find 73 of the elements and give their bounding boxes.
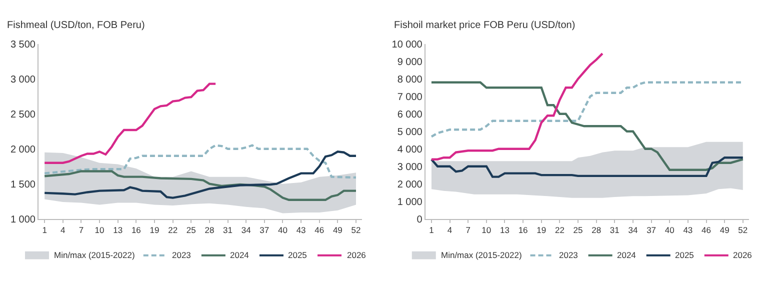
y-tick-label: 8 000: [397, 74, 423, 86]
chart-title: Fishmeal (USD/ton, FOB Peru): [7, 20, 145, 31]
x-tick-label: 7: [78, 225, 84, 235]
y-tick-label: 2 500: [10, 109, 36, 120]
x-tick-label: 19: [150, 225, 160, 235]
legend-label: 2025: [288, 250, 308, 260]
x-tick-label: 40: [664, 225, 675, 235]
chart-title: Fishoil market price FOB Peru (USD/ton): [394, 20, 576, 31]
x-tick-label: 4: [60, 225, 66, 235]
y-tick-label: 0: [416, 214, 423, 226]
x-tick-label: 31: [610, 225, 620, 235]
y-tick-label: 1 500: [10, 179, 36, 190]
legend-label: 2026: [733, 250, 752, 260]
x-tick-label: 49: [332, 225, 343, 235]
x-tick-label: 46: [314, 225, 324, 235]
y-tick-label: 9 000: [397, 56, 423, 68]
legend-label: 2023: [172, 250, 192, 260]
legend-label: 2024: [617, 250, 636, 260]
x-tick-label: 52: [738, 225, 748, 235]
legend-label: 2023: [559, 250, 578, 260]
x-tick-label: 25: [186, 225, 196, 235]
y-tick-label: 3 000: [397, 162, 423, 173]
x-tick-label: 43: [683, 225, 693, 235]
line-series: [430, 81, 744, 171]
line-series: [430, 156, 744, 178]
x-tick-label: 22: [554, 225, 565, 235]
x-tick-label: 1: [42, 225, 48, 235]
y-tick-label: 1 000: [397, 196, 423, 208]
x-tick-label: 37: [646, 225, 656, 235]
y-tick-label: 2 000: [397, 179, 423, 190]
line-series: [43, 144, 358, 179]
x-tick-label: 28: [592, 225, 602, 235]
x-tick-label: 28: [204, 225, 214, 235]
line-series: [430, 52, 604, 160]
y-tick-label: 4 000: [397, 144, 423, 156]
x-tick-label: 34: [241, 225, 252, 235]
y-tick-label: 5 000: [397, 126, 423, 138]
x-tick-label: 46: [702, 225, 712, 235]
x-tick-label: 13: [500, 225, 510, 235]
y-tick-label: 10 000: [392, 39, 423, 50]
line-series: [430, 81, 744, 138]
y-tick-label: 3 000: [10, 74, 36, 86]
legend-label: 2026: [347, 250, 366, 260]
legend-label: Min/max (2015-2022): [54, 250, 135, 260]
x-tick-label: 40: [278, 225, 288, 235]
y-tick-label: 2 000: [10, 144, 36, 156]
x-tick-label: 34: [628, 225, 638, 235]
x-tick-label: 31: [223, 225, 233, 235]
y-tick-label: 6 000: [397, 109, 423, 120]
x-tick-label: 19: [536, 225, 546, 235]
legend-label: 2025: [675, 250, 694, 260]
x-tick-label: 52: [351, 225, 362, 235]
y-tick-label: 7 000: [397, 92, 423, 103]
x-tick-label: 49: [720, 225, 730, 235]
x-tick-label: 16: [518, 225, 528, 235]
x-tick-label: 1: [429, 225, 434, 235]
line-series: [43, 150, 358, 199]
x-tick-label: 25: [573, 225, 584, 235]
x-tick-label: 10: [94, 225, 105, 235]
legend-label: Min/max (2015-2022): [441, 250, 522, 260]
x-tick-label: 10: [482, 225, 492, 235]
y-tick-label: 1 000: [10, 214, 36, 226]
x-tick-label: 7: [466, 225, 471, 235]
y-tick-label: 3 500: [10, 39, 36, 50]
x-tick-label: 22: [168, 225, 178, 235]
x-tick-label: 37: [260, 225, 270, 235]
x-tick-label: 4: [447, 225, 452, 235]
line-series: [43, 170, 358, 202]
x-tick-label: 13: [113, 225, 123, 235]
line-series: [43, 82, 217, 164]
x-tick-label: 43: [296, 225, 306, 235]
legend-label: 2024: [230, 250, 250, 260]
x-tick-label: 16: [131, 225, 142, 235]
